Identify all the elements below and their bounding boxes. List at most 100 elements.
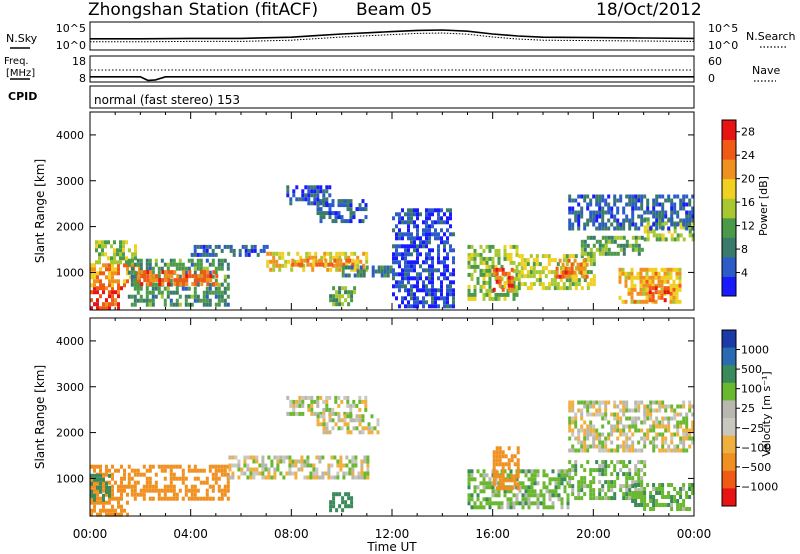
- power-cell: [577, 222, 581, 227]
- power-cell: [113, 252, 116, 257]
- power-cell: [202, 248, 206, 253]
- power-cell: [661, 226, 665, 231]
- power-cell: [664, 210, 668, 215]
- power-cell: [125, 260, 128, 265]
- velocity-cell: [492, 478, 496, 483]
- power-cell: [404, 288, 407, 293]
- velocity-cell: [673, 424, 677, 429]
- velocity-cell: [631, 432, 635, 437]
- velocity-cell: [661, 436, 665, 441]
- power-cell: [437, 276, 440, 281]
- power-cell: [413, 304, 416, 309]
- power-cell: [250, 248, 254, 253]
- velocity-cell: [649, 408, 653, 413]
- power-cell: [130, 258, 134, 263]
- power-cell: [131, 256, 134, 261]
- power-cell: [619, 235, 623, 240]
- power-cell: [678, 271, 682, 276]
- velocity-cell: [349, 403, 353, 408]
- velocity-cell: [625, 464, 629, 469]
- velocity-cell: [604, 448, 608, 453]
- power-cell: [401, 208, 404, 213]
- velocity-cell: [536, 497, 540, 502]
- power-cell: [437, 256, 440, 261]
- velocity-cell: [640, 503, 644, 507]
- power-cell: [353, 263, 357, 268]
- power-cell: [104, 244, 107, 249]
- power-cell: [651, 298, 655, 303]
- power-cell: [300, 262, 304, 267]
- velocity-cell: [329, 508, 333, 513]
- power-cell: [99, 279, 102, 284]
- velocity-colorbar-swatch: [722, 470, 736, 489]
- power-cell: [111, 302, 114, 307]
- velocity-cell: [504, 486, 508, 491]
- velocity-cell: [298, 411, 302, 416]
- power-cell: [422, 220, 425, 225]
- power-cell: [132, 263, 135, 268]
- velocity-cell: [327, 463, 331, 468]
- power-cell: [223, 290, 227, 295]
- velocity-cell: [497, 493, 501, 498]
- power-cell: [336, 258, 340, 263]
- power-cell: [639, 279, 643, 284]
- power-cell: [395, 252, 398, 257]
- velocity-cell: [527, 489, 531, 494]
- velocity-cell: [340, 399, 344, 404]
- power-cell: [434, 208, 437, 213]
- power-cell: [413, 284, 416, 289]
- velocity-cell: [658, 420, 662, 425]
- velocity-cell: [292, 407, 296, 412]
- velocity-cell: [652, 495, 656, 499]
- velocity-cell: [337, 414, 341, 419]
- velocity-cell: [676, 428, 680, 433]
- power-cell: [583, 278, 587, 283]
- velocity-cell: [604, 400, 608, 405]
- velocity-cell: [316, 418, 320, 423]
- power-cell: [562, 258, 566, 263]
- velocity-cell: [342, 475, 346, 480]
- power-cell: [642, 287, 646, 292]
- velocity-cell: [652, 420, 656, 425]
- velocity-cell: [231, 475, 235, 480]
- power-cell: [133, 278, 137, 283]
- velocity-cell: [628, 472, 632, 477]
- velocity-cell: [631, 476, 635, 481]
- power-heatmap: [90, 185, 695, 311]
- power-cell: [217, 258, 221, 263]
- velocity-cell: [217, 496, 221, 501]
- velocity-cell: [187, 488, 191, 493]
- velocity-cell: [676, 507, 680, 511]
- velocity-cell: [607, 464, 611, 469]
- velocity-cell: [273, 475, 277, 480]
- velocity-cell: [601, 472, 605, 477]
- power-cell: [119, 240, 122, 245]
- power-cell: [295, 197, 299, 202]
- power-cell: [425, 244, 428, 249]
- power-cell: [383, 265, 387, 270]
- power-cell: [631, 235, 635, 240]
- power-cell: [658, 225, 662, 230]
- velocity-cell: [148, 488, 152, 493]
- power-cell: [443, 300, 446, 305]
- power-cell: [467, 260, 471, 265]
- power-cell: [160, 294, 164, 299]
- power-cell: [443, 240, 446, 245]
- velocity-cell: [282, 459, 286, 464]
- power-cell: [395, 284, 398, 289]
- power-cell: [634, 243, 638, 248]
- power-cell: [202, 294, 206, 299]
- velocity-cell: [577, 436, 581, 441]
- power-cell: [452, 304, 455, 309]
- power-cell: [202, 302, 206, 307]
- velocity-cell: [516, 474, 520, 479]
- velocity-cell: [604, 404, 608, 409]
- velocity-cell: [661, 491, 665, 495]
- velocity-cell: [279, 471, 283, 476]
- velocity-cell: [536, 469, 540, 474]
- power-cell: [646, 210, 650, 215]
- velocity-cell: [583, 468, 587, 473]
- power-cell: [673, 206, 677, 211]
- velocity-cell: [217, 476, 221, 481]
